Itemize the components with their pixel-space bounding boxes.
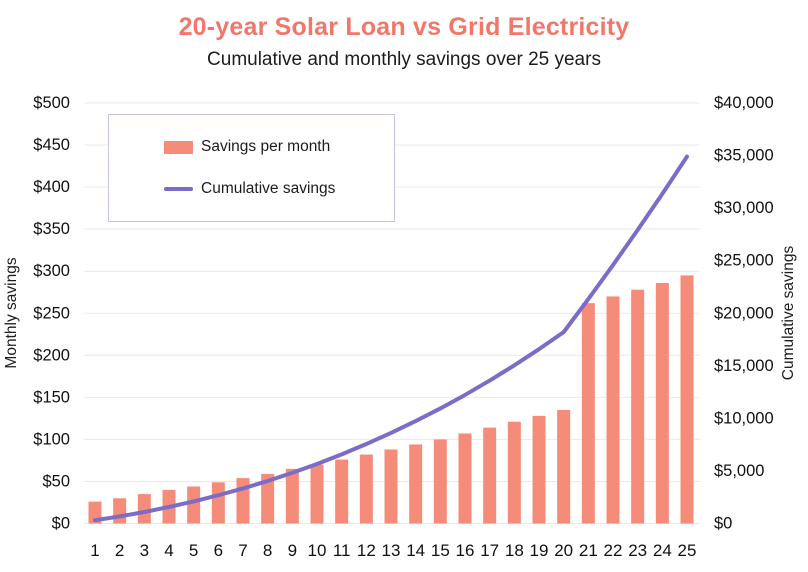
y-right-tick-label: $35,000 <box>714 147 774 165</box>
x-tick-label-21: 21 <box>579 541 598 560</box>
legend-entry-cumulative: Cumulative savings <box>164 180 394 198</box>
y-right-tick-label: $20,000 <box>714 304 774 322</box>
y-left-tick-label: $250 <box>33 304 70 322</box>
x-tick-label-12: 12 <box>357 541 376 560</box>
x-tick-label-4: 4 <box>164 541 173 560</box>
y-right-tick-label: $25,000 <box>714 252 774 270</box>
bar-year-14 <box>409 444 423 524</box>
bar-year-19 <box>532 415 546 524</box>
cumulative-line-path <box>93 154 689 523</box>
y-left-tick-label: $300 <box>33 262 70 280</box>
bar-year-17 <box>483 427 497 524</box>
bar-year-8 <box>261 473 275 524</box>
legend-entry-cumulative-label: Cumulative savings <box>201 179 336 197</box>
x-tick-label-15: 15 <box>431 541 450 560</box>
y-left-tick-labels: $0 $50 $100 $150 $200 $250 $300 $350 $400 $450 $50… <box>33 94 70 533</box>
x-tick-label-5: 5 <box>189 541 198 560</box>
x-tick-label-10: 10 <box>308 541 327 560</box>
legend-entry-monthly-label: Savings per month <box>201 138 331 156</box>
bar-year-3 <box>137 494 151 524</box>
bar-year-21 <box>581 303 595 524</box>
x-tick-labels: 1 2 3 4 5 6 7 8 9 10 11 12 13 14 15 16 17 18 19 20 21 22 23 24 2… <box>90 541 696 560</box>
bar-year-6 <box>211 482 225 524</box>
legend-entry-monthly: Savings per month <box>164 138 394 156</box>
y-right-tick-label: $30,000 <box>714 199 774 217</box>
y-axis-right-title: Cumulative savings <box>780 246 797 381</box>
x-tick-label-24: 24 <box>653 541 672 560</box>
y-left-tick-label: $50 <box>42 472 70 490</box>
bar-year-24 <box>655 282 669 524</box>
x-tick-label-2: 2 <box>115 541 124 560</box>
y-left-tick-label: $450 <box>33 136 70 154</box>
bar-year-15 <box>433 439 447 524</box>
bar-year-10 <box>310 464 324 524</box>
bar-year-5 <box>187 486 201 524</box>
bar-year-20 <box>557 409 571 524</box>
x-tick-label-18: 18 <box>505 541 524 560</box>
x-tick-label-11: 11 <box>333 541 351 560</box>
x-tick-label-20: 20 <box>554 541 573 560</box>
x-tick-label-1: 1 <box>90 541 99 560</box>
x-tick-label-3: 3 <box>140 541 149 560</box>
y-left-tick-label: $200 <box>33 346 70 364</box>
chart-subtitle: Cumulative and monthly savings over 25 y… <box>207 49 601 70</box>
x-tick-label-7: 7 <box>238 541 247 560</box>
x-tick-label-25: 25 <box>678 541 697 560</box>
bar-year-23 <box>631 289 645 524</box>
x-tick-label-13: 13 <box>382 541 401 560</box>
y-left-tick-label: $350 <box>33 220 70 238</box>
bar-year-13 <box>384 449 398 524</box>
bar-year-16 <box>458 433 472 524</box>
legend-line-swatch-icon <box>164 186 193 191</box>
legend: Savings per month Cumulative savings <box>108 114 395 222</box>
x-tick-label-17: 17 <box>480 541 499 560</box>
y-right-tick-label: $15,000 <box>714 357 774 375</box>
y-right-tick-labels: $0 $5,000 $10,000 $15,000 $20,000 $25,000 $30,… <box>714 94 774 533</box>
x-tick-label-9: 9 <box>288 541 297 560</box>
chart-svg: $0 $50 $100 $150 $200 $250 $300 $350 $400 $450 $50… <box>3 94 797 560</box>
y-axis-left-title: Monthly savings <box>3 257 20 368</box>
y-right-tick-label: $5,000 <box>714 462 764 480</box>
bar-year-25 <box>680 275 694 524</box>
bar-year-22 <box>606 296 620 524</box>
bar-year-7 <box>236 478 250 524</box>
x-tick-label-14: 14 <box>406 541 425 560</box>
bars <box>88 275 694 524</box>
x-tick-label-19: 19 <box>530 541 549 560</box>
x-tick-label-16: 16 <box>456 541 475 560</box>
y-left-tick-label: $0 <box>52 515 70 533</box>
chart-title: 20-year Solar Loan vs Grid Electricity <box>178 13 630 41</box>
y-left-tick-label: $400 <box>33 178 70 196</box>
x-tick-label-23: 23 <box>628 541 647 560</box>
y-left-tick-label: $150 <box>33 388 70 406</box>
x-tick-label-6: 6 <box>214 541 223 560</box>
bar-year-12 <box>359 454 373 524</box>
bar-year-11 <box>335 459 349 524</box>
y-left-tick-label: $100 <box>33 430 70 448</box>
cumulative-line <box>93 154 689 523</box>
y-right-tick-label: $40,000 <box>714 94 774 112</box>
y-left-tick-label: $500 <box>33 94 70 112</box>
bar-year-2 <box>113 498 127 524</box>
bar-year-18 <box>507 421 521 524</box>
bar-year-9 <box>285 468 299 524</box>
legend-bar-swatch-icon <box>164 140 193 154</box>
y-right-tick-label: $10,000 <box>714 409 774 427</box>
x-tick-label-8: 8 <box>263 541 272 560</box>
y-right-tick-label: $0 <box>714 515 732 533</box>
x-tick-label-22: 22 <box>604 541 623 560</box>
